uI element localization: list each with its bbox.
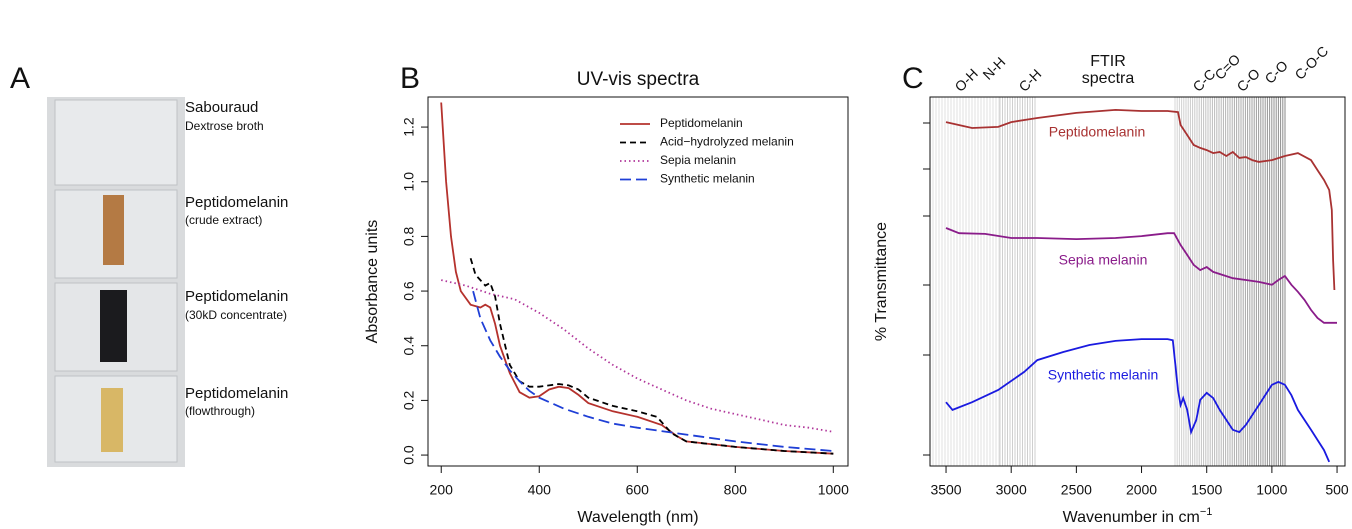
plot-frame <box>427 96 849 467</box>
x-tick-label: 3000 <box>996 482 1027 498</box>
vial-content <box>103 195 124 265</box>
x-tick-label: 1500 <box>1191 482 1222 498</box>
vial-title: Peptidomelanin <box>185 288 288 305</box>
y-axis-label: % Transmittance <box>873 222 890 341</box>
legend-label: Peptidomelanin <box>660 116 743 130</box>
x-tick-label: 1000 <box>818 482 849 498</box>
vial-subtitle: (flowthrough) <box>185 404 255 418</box>
band-label: N-H <box>979 54 1008 83</box>
y-tick-label: 0.2 <box>401 390 417 410</box>
y-tick-label: 0.6 <box>401 281 417 301</box>
band-label: C-O <box>1233 65 1263 95</box>
vial-title: Peptidomelanin <box>185 194 288 211</box>
y-tick-label: 0.4 <box>401 336 417 356</box>
y-tick-label: 1.0 <box>401 172 417 192</box>
series-line <box>945 108 1336 291</box>
y-tick-label: 1.2 <box>401 117 417 137</box>
x-axis-label-superscript: −1 <box>1200 506 1213 518</box>
x-tick-label: 1000 <box>1256 482 1287 498</box>
x-tick-label: 3500 <box>930 482 961 498</box>
band-label: O-H <box>951 65 980 94</box>
y-tick-label: 0.8 <box>401 226 417 246</box>
series-label: Sepia melanin <box>1059 252 1148 268</box>
chart-title: UV-vis spectra <box>577 69 700 90</box>
series-line <box>945 227 1337 324</box>
x-tick-label: 2500 <box>1061 482 1092 498</box>
series-line <box>472 290 834 452</box>
x-axis-label: Wavenumber in cm−1 <box>1063 506 1213 526</box>
legend-label: Sepia melanin <box>660 153 736 167</box>
vial-content <box>101 388 123 452</box>
x-tick-label: 500 <box>1325 482 1349 498</box>
band-label: C-O <box>1261 57 1291 87</box>
x-tick-label: 800 <box>724 482 748 498</box>
chart-title: spectra <box>1082 70 1135 87</box>
vial-subtitle: Dextrose broth <box>185 119 264 133</box>
x-tick-label: 2000 <box>1126 482 1157 498</box>
series-label: Peptidomelanin <box>1049 124 1146 140</box>
y-axis-label: Absorbance units <box>364 220 381 344</box>
vial-title: Peptidomelanin <box>185 385 288 402</box>
series-line <box>469 258 834 455</box>
series-line <box>440 102 834 455</box>
x-axis-label-text: Wavelength (nm) <box>577 509 698 526</box>
legend-label: Synthetic melanin <box>660 172 755 186</box>
y-tick-label: 0.0 <box>401 445 417 465</box>
vial-title: Sabouraud <box>185 99 258 116</box>
vial-subtitle: (30kD concentrate) <box>185 308 287 322</box>
band-label: C-O-C <box>1291 43 1331 83</box>
panel-label: C <box>902 62 924 95</box>
series-label: Synthetic melanin <box>1048 367 1159 383</box>
photo <box>47 97 185 467</box>
panel-label: A <box>10 62 30 95</box>
series-line <box>441 279 834 433</box>
legend-label: Acid−hydrolyzed melanin <box>660 135 794 149</box>
x-tick-label: 600 <box>626 482 650 498</box>
vial-subtitle: (crude extract) <box>185 213 262 227</box>
chart-title: FTIR <box>1090 53 1126 70</box>
panel-label: B <box>400 62 420 95</box>
x-axis-label: Wavelength (nm) <box>577 509 698 526</box>
plot-frame <box>929 96 1346 467</box>
x-axis-label-text: Wavenumber in cm <box>1063 509 1200 526</box>
vial-content <box>100 290 127 362</box>
x-tick-label: 200 <box>430 482 454 498</box>
band-label: C-H <box>1015 66 1044 95</box>
series-line <box>945 338 1331 463</box>
x-tick-label: 400 <box>528 482 552 498</box>
vial <box>54 99 178 186</box>
